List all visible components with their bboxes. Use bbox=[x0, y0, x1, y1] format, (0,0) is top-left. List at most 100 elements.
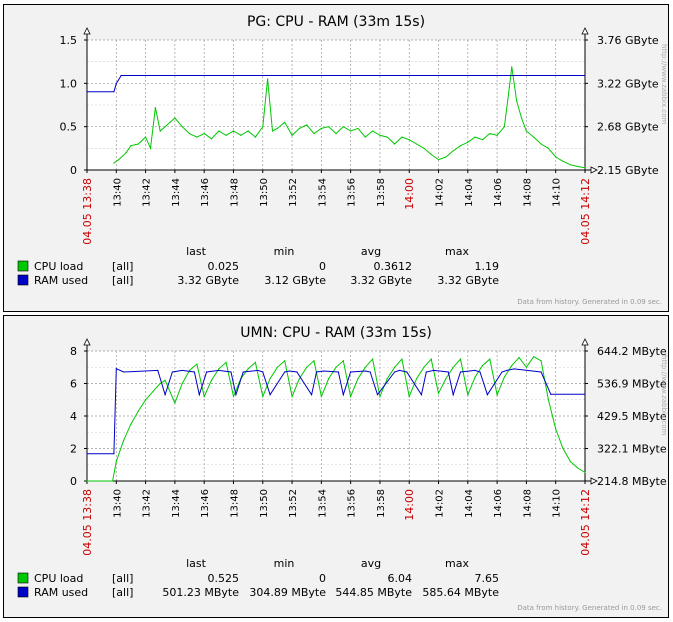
x-red-label: 04.05 13:38 bbox=[81, 489, 94, 556]
data-point bbox=[193, 371, 196, 373]
data-point bbox=[171, 371, 174, 373]
data-point bbox=[335, 133, 337, 135]
data-point bbox=[569, 164, 571, 166]
right-axis-arrow bbox=[581, 27, 589, 35]
x-tick-label: 13:46 bbox=[200, 489, 211, 518]
legend-swatch-cpu bbox=[17, 260, 29, 272]
data-point bbox=[113, 453, 115, 455]
data-point bbox=[350, 371, 352, 373]
data-point bbox=[181, 369, 183, 372]
data-point bbox=[86, 91, 88, 93]
x-tick-label: 13:50 bbox=[259, 178, 270, 207]
data-point bbox=[284, 360, 286, 362]
legend-name: RAM used bbox=[34, 274, 88, 287]
data-point bbox=[276, 366, 279, 368]
data-point bbox=[242, 371, 244, 373]
data-point bbox=[188, 369, 191, 372]
data-point bbox=[584, 167, 586, 169]
data-point bbox=[315, 371, 318, 373]
left-tick-label: 4 bbox=[70, 410, 77, 423]
left-tick-label: 0 bbox=[70, 164, 77, 177]
data-point bbox=[459, 371, 462, 373]
data-point bbox=[328, 378, 330, 380]
data-point bbox=[247, 130, 249, 132]
data-point bbox=[335, 366, 337, 368]
data-point bbox=[291, 134, 293, 136]
graph-panel-umn: UMN: CPU - RAM (33m 15s) 0 2 4 6 8 214.8 MByte… bbox=[3, 315, 669, 618]
data-point bbox=[489, 133, 491, 135]
legend-swatch-cpu bbox=[17, 572, 29, 584]
data-point bbox=[149, 147, 152, 149]
legend-header-min: min bbox=[274, 557, 295, 570]
data-point bbox=[369, 371, 371, 373]
data-point bbox=[562, 447, 564, 450]
x-tick-label: 13:56 bbox=[347, 178, 358, 207]
data-point bbox=[474, 376, 476, 378]
data-point bbox=[550, 393, 552, 395]
legend-func: [all] bbox=[112, 572, 133, 585]
legend-func: [all] bbox=[112, 586, 133, 599]
data-point bbox=[496, 394, 498, 396]
data-point bbox=[393, 143, 396, 145]
x-tick-label: 14:08 bbox=[522, 489, 533, 518]
right-tick-label: 429.5 MByte bbox=[597, 410, 667, 423]
data-point bbox=[157, 369, 159, 372]
x-tick-label: 13:54 bbox=[317, 178, 328, 207]
x-tick-label: 14:06 bbox=[493, 178, 504, 207]
data-point bbox=[372, 358, 374, 360]
data-point bbox=[386, 136, 388, 138]
data-point bbox=[584, 393, 586, 395]
data-point bbox=[376, 394, 379, 396]
legend-func: [all] bbox=[112, 260, 133, 273]
x-tick-label: 14:04 bbox=[464, 489, 475, 518]
data-point bbox=[218, 369, 220, 372]
data-point bbox=[313, 360, 315, 362]
data-point bbox=[516, 100, 518, 102]
x-axis-arrow bbox=[590, 477, 598, 485]
data-point bbox=[159, 382, 161, 385]
data-point bbox=[479, 371, 481, 373]
legend-value: 304.89 MByte bbox=[249, 586, 326, 599]
data-point bbox=[284, 371, 286, 373]
legend-header-max: max bbox=[445, 557, 469, 570]
data-point bbox=[547, 147, 549, 149]
data-point bbox=[225, 361, 227, 363]
data-point bbox=[210, 379, 213, 381]
data-point bbox=[423, 366, 425, 368]
chart-title: UMN: CPU - RAM (33m 15s) bbox=[240, 325, 432, 341]
data-point bbox=[357, 127, 359, 129]
data-point bbox=[364, 136, 366, 138]
legend-header-avg: avg bbox=[361, 557, 381, 570]
data-point bbox=[218, 368, 220, 370]
data-point bbox=[474, 136, 476, 138]
data-point bbox=[196, 363, 198, 365]
data-point bbox=[393, 366, 396, 368]
data-point bbox=[401, 136, 403, 138]
data-point bbox=[257, 369, 259, 372]
left-tick-label: 1.0 bbox=[60, 77, 78, 90]
left-tick-label: 1.5 bbox=[60, 34, 78, 47]
legend-value: 0.525 bbox=[208, 572, 240, 585]
legend-value: 7.65 bbox=[475, 572, 500, 585]
data-point bbox=[310, 394, 313, 396]
data-point bbox=[433, 369, 435, 372]
data-point bbox=[152, 391, 154, 393]
data-point bbox=[511, 365, 513, 367]
data-point bbox=[181, 126, 183, 128]
footer-text: Data from history. Generated in 0.09 sec… bbox=[517, 298, 662, 306]
data-point bbox=[289, 370, 291, 372]
data-point bbox=[125, 152, 127, 154]
data-point bbox=[337, 371, 340, 373]
data-point bbox=[486, 394, 488, 396]
data-point bbox=[489, 358, 491, 360]
legend-value: 0.025 bbox=[208, 260, 240, 273]
data-point bbox=[254, 361, 257, 363]
left-tick-label: 2 bbox=[70, 443, 77, 456]
data-point bbox=[112, 480, 114, 482]
data-point bbox=[164, 126, 166, 128]
graph-panel-pg: PG: CPU - RAM (33m 15s) 0 0.5 1.0 1.5 2.15 GB… bbox=[3, 4, 669, 312]
x-tick-label: 13:56 bbox=[347, 489, 358, 518]
data-point bbox=[357, 378, 359, 380]
legend-func: [all] bbox=[112, 274, 133, 287]
data-point bbox=[86, 453, 88, 455]
